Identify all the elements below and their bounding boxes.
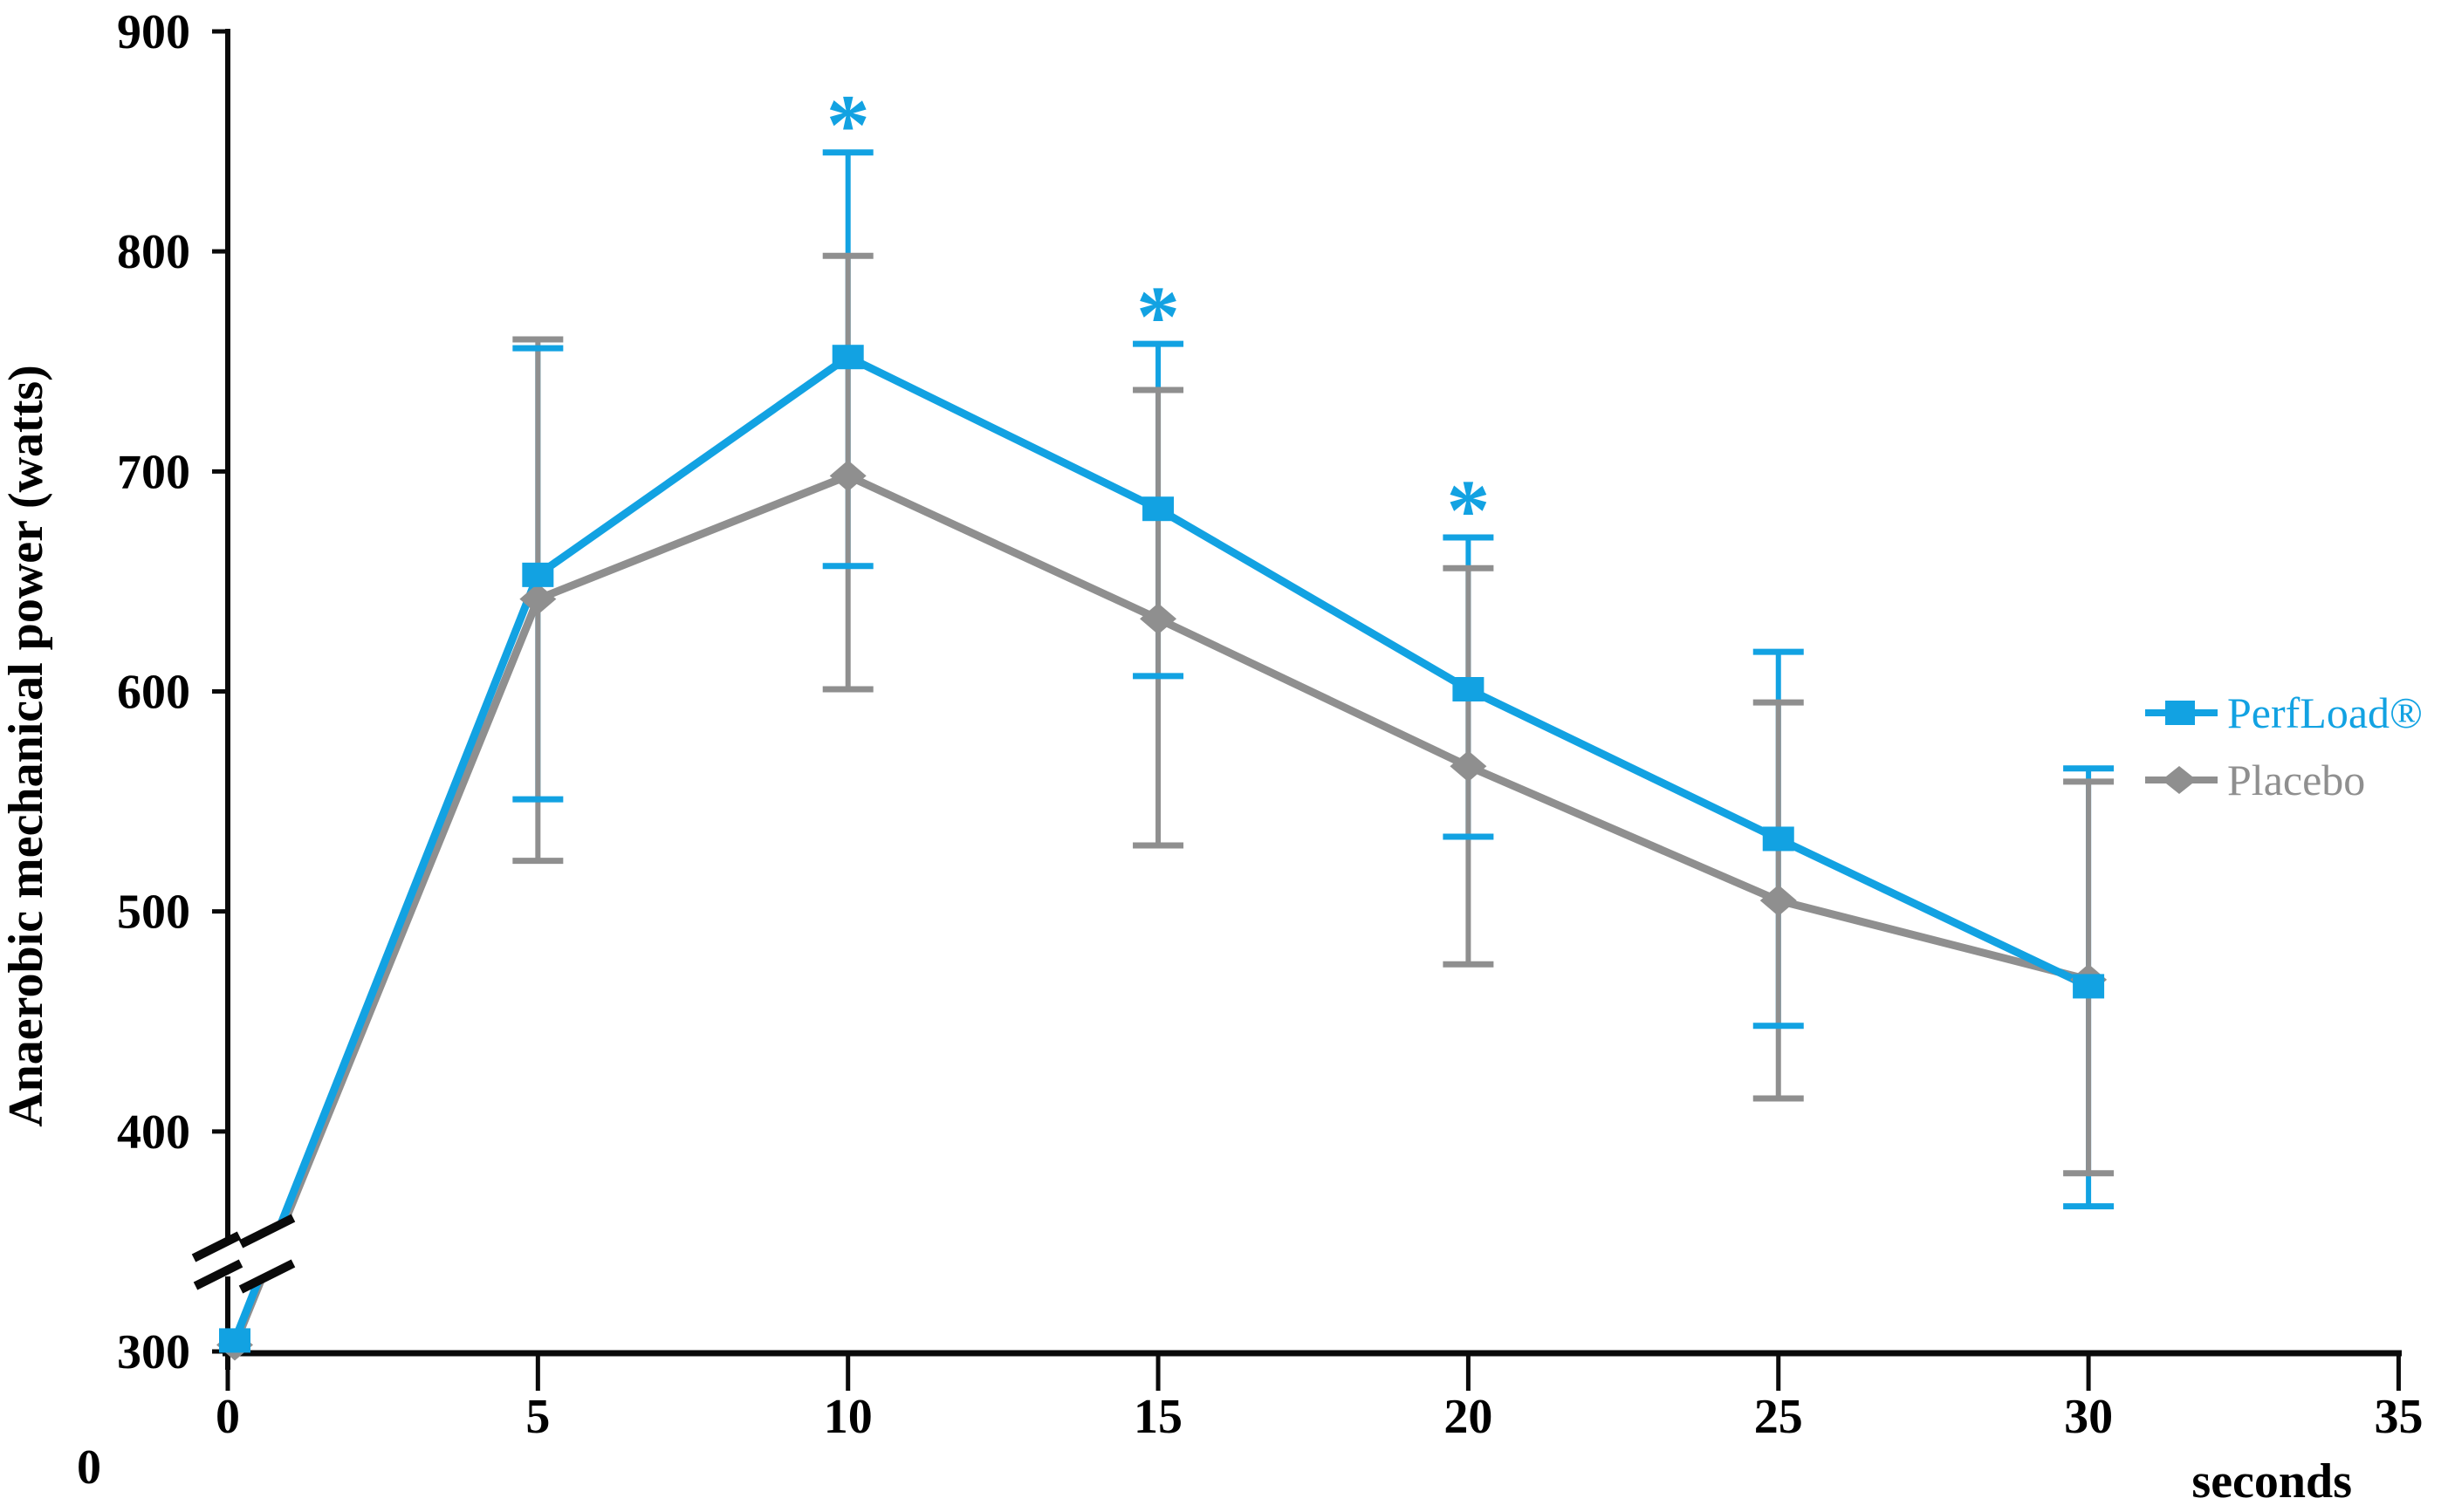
x-tick-label: 10 [824,1390,873,1444]
y-axis-zero-label: 0 [77,1440,101,1495]
y-tick-label: 600 [117,666,190,720]
significance-asterisk: * [826,77,870,174]
axis-break-slash [193,1259,243,1290]
legend-label-perfload: PerfLoad® [2227,688,2423,737]
significance-asterisk: * [1446,462,1490,558]
y-tick-label: 900 [117,5,190,59]
data-marker-perfload [832,345,864,370]
data-marker-placebo [829,460,867,492]
y-tick-label: 300 [117,1325,190,1379]
x-tick-label: 0 [216,1390,240,1444]
legend-item-perfload: PerfLoad® [2145,688,2423,737]
axis-break-slash [191,1231,242,1262]
axis-break-slash [238,1214,296,1249]
legend-item-placebo: Placebo [2145,756,2365,804]
data-marker-perfload [522,562,554,587]
y-tick-label: 400 [117,1105,190,1160]
legend-label-placebo: Placebo [2227,756,2365,804]
x-tick-label: 20 [1443,1390,1492,1444]
y-tick-label: 700 [117,445,190,499]
legend-marker-square [2165,701,2195,725]
x-tick-label: 15 [1134,1390,1183,1444]
data-marker-placebo [519,583,557,615]
chart-generated-layer: 0 5 10 15 20 25 30 35 300 400 500 600 700 800 900 * * * Pe… [117,5,2423,1444]
data-marker-perfload [219,1328,250,1353]
y-tick-label: 500 [117,886,190,940]
axis-break-mask [241,1218,293,1290]
significance-asterisk: * [1136,268,1180,365]
x-tick-label: 35 [2374,1390,2423,1444]
data-marker-perfload [1452,676,1484,701]
data-marker-placebo [1759,885,1797,917]
data-marker-placebo [1450,750,1487,783]
data-marker-perfload [1762,826,1794,852]
legend-marker-diamond [2162,766,2197,794]
axis-break-slash [238,1259,296,1294]
x-tick-label: 30 [2064,1390,2113,1444]
y-tick-label: 800 [117,225,190,279]
data-marker-perfload [1142,496,1175,522]
x-axis-unit-label: seconds [2191,1454,2352,1509]
data-marker-placebo [1140,603,1177,635]
x-tick-label: 5 [525,1390,550,1444]
data-marker-perfload [2073,974,2105,999]
x-tick-label: 25 [1754,1390,1803,1444]
y-axis-title: Anaerobic mechanical power (watts) [0,365,53,1127]
